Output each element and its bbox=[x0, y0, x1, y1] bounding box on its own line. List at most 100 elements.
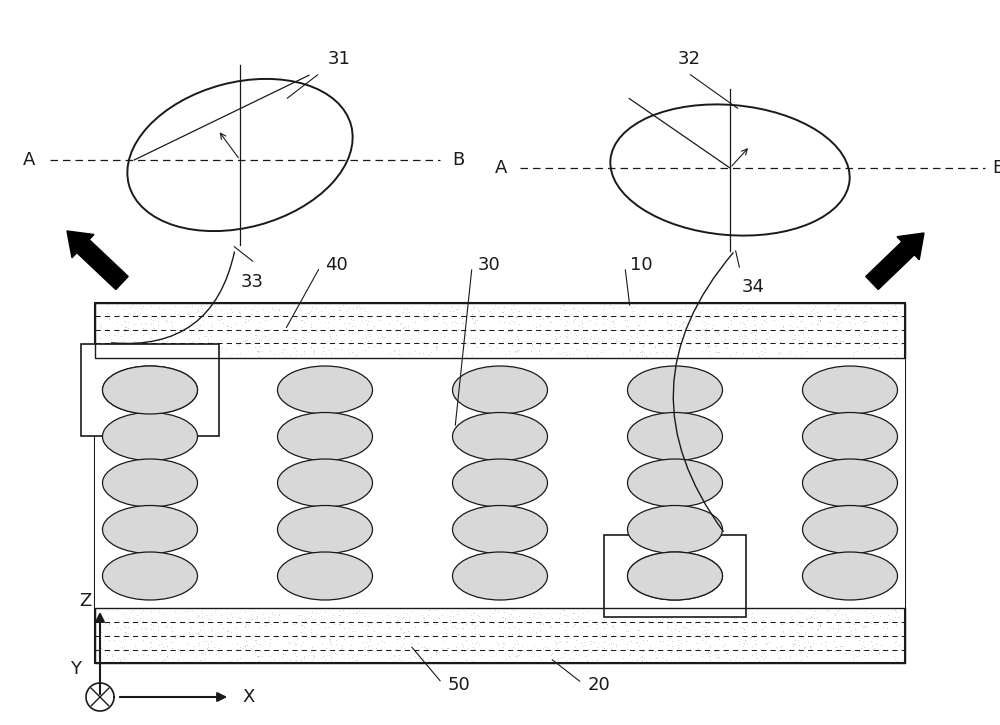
Point bbox=[777, 326, 793, 337]
Point bbox=[861, 342, 877, 354]
Point bbox=[391, 649, 407, 660]
Point bbox=[417, 315, 433, 326]
Point bbox=[137, 317, 153, 328]
Point bbox=[509, 650, 525, 661]
Point bbox=[782, 650, 798, 662]
Point bbox=[762, 310, 778, 321]
Point bbox=[157, 620, 173, 631]
Point bbox=[670, 334, 686, 346]
Point bbox=[735, 652, 751, 664]
Point bbox=[505, 336, 521, 347]
Point bbox=[863, 607, 879, 618]
Point bbox=[167, 341, 183, 353]
Point bbox=[605, 629, 621, 641]
Point bbox=[819, 643, 835, 655]
Point bbox=[344, 347, 360, 358]
Point bbox=[464, 332, 480, 344]
Point bbox=[294, 619, 310, 631]
Point bbox=[401, 310, 417, 321]
Point bbox=[188, 628, 204, 639]
Point bbox=[395, 306, 411, 318]
Point bbox=[535, 314, 551, 326]
Point bbox=[598, 323, 614, 335]
Point bbox=[599, 313, 615, 325]
Point bbox=[591, 628, 607, 639]
Point bbox=[234, 642, 250, 653]
Point bbox=[293, 310, 309, 321]
Point bbox=[534, 312, 550, 323]
Point bbox=[590, 637, 606, 649]
Point bbox=[444, 605, 460, 617]
Point bbox=[395, 639, 411, 651]
Point bbox=[820, 645, 836, 657]
Point bbox=[698, 631, 714, 643]
Point bbox=[170, 613, 186, 625]
Point bbox=[350, 325, 366, 336]
Point bbox=[175, 631, 191, 643]
Point bbox=[140, 649, 156, 660]
Point bbox=[688, 637, 704, 649]
Point bbox=[394, 613, 410, 624]
Point bbox=[229, 339, 245, 350]
Point bbox=[266, 609, 282, 621]
Point bbox=[694, 628, 710, 639]
Point bbox=[680, 631, 696, 643]
Point bbox=[589, 349, 605, 361]
Point bbox=[803, 610, 819, 622]
Point bbox=[258, 618, 274, 629]
Point bbox=[677, 303, 693, 315]
Point bbox=[145, 619, 161, 631]
Point bbox=[130, 649, 146, 660]
Point bbox=[447, 620, 463, 631]
Point bbox=[550, 652, 566, 664]
Point bbox=[740, 304, 756, 315]
Point bbox=[467, 323, 483, 335]
Point bbox=[851, 340, 867, 352]
Point bbox=[711, 346, 727, 357]
Point bbox=[598, 629, 614, 641]
Ellipse shape bbox=[628, 413, 722, 460]
Point bbox=[356, 643, 372, 655]
Point bbox=[650, 308, 666, 320]
Point bbox=[624, 302, 640, 314]
Bar bbox=[81, 344, 219, 436]
Point bbox=[261, 644, 277, 655]
Point bbox=[822, 317, 838, 328]
Point bbox=[450, 324, 466, 336]
Point bbox=[396, 608, 412, 619]
Point bbox=[598, 613, 614, 624]
Point bbox=[775, 320, 791, 331]
Point bbox=[213, 334, 229, 345]
Point bbox=[711, 651, 727, 663]
Point bbox=[826, 331, 842, 342]
Text: B: B bbox=[992, 159, 1000, 177]
Point bbox=[336, 629, 352, 641]
Point bbox=[558, 331, 574, 342]
Point bbox=[455, 640, 471, 652]
Point bbox=[316, 632, 332, 644]
Point bbox=[163, 331, 179, 343]
Point bbox=[193, 300, 209, 312]
Point bbox=[710, 326, 726, 337]
Point bbox=[788, 350, 804, 362]
Point bbox=[659, 315, 675, 327]
Point bbox=[631, 624, 647, 636]
Point bbox=[120, 627, 136, 639]
Point bbox=[853, 327, 869, 339]
Point bbox=[415, 347, 431, 359]
Point bbox=[185, 644, 201, 655]
Point bbox=[525, 319, 541, 331]
Point bbox=[809, 624, 825, 635]
Point bbox=[880, 609, 896, 621]
Point bbox=[714, 335, 730, 347]
Point bbox=[810, 620, 826, 631]
Point bbox=[97, 312, 113, 324]
Point bbox=[788, 312, 804, 323]
Point bbox=[190, 323, 206, 334]
Point bbox=[568, 343, 584, 355]
Point bbox=[392, 326, 408, 337]
Point bbox=[340, 649, 356, 660]
Point bbox=[667, 624, 683, 635]
Point bbox=[239, 639, 255, 651]
Point bbox=[248, 628, 264, 639]
